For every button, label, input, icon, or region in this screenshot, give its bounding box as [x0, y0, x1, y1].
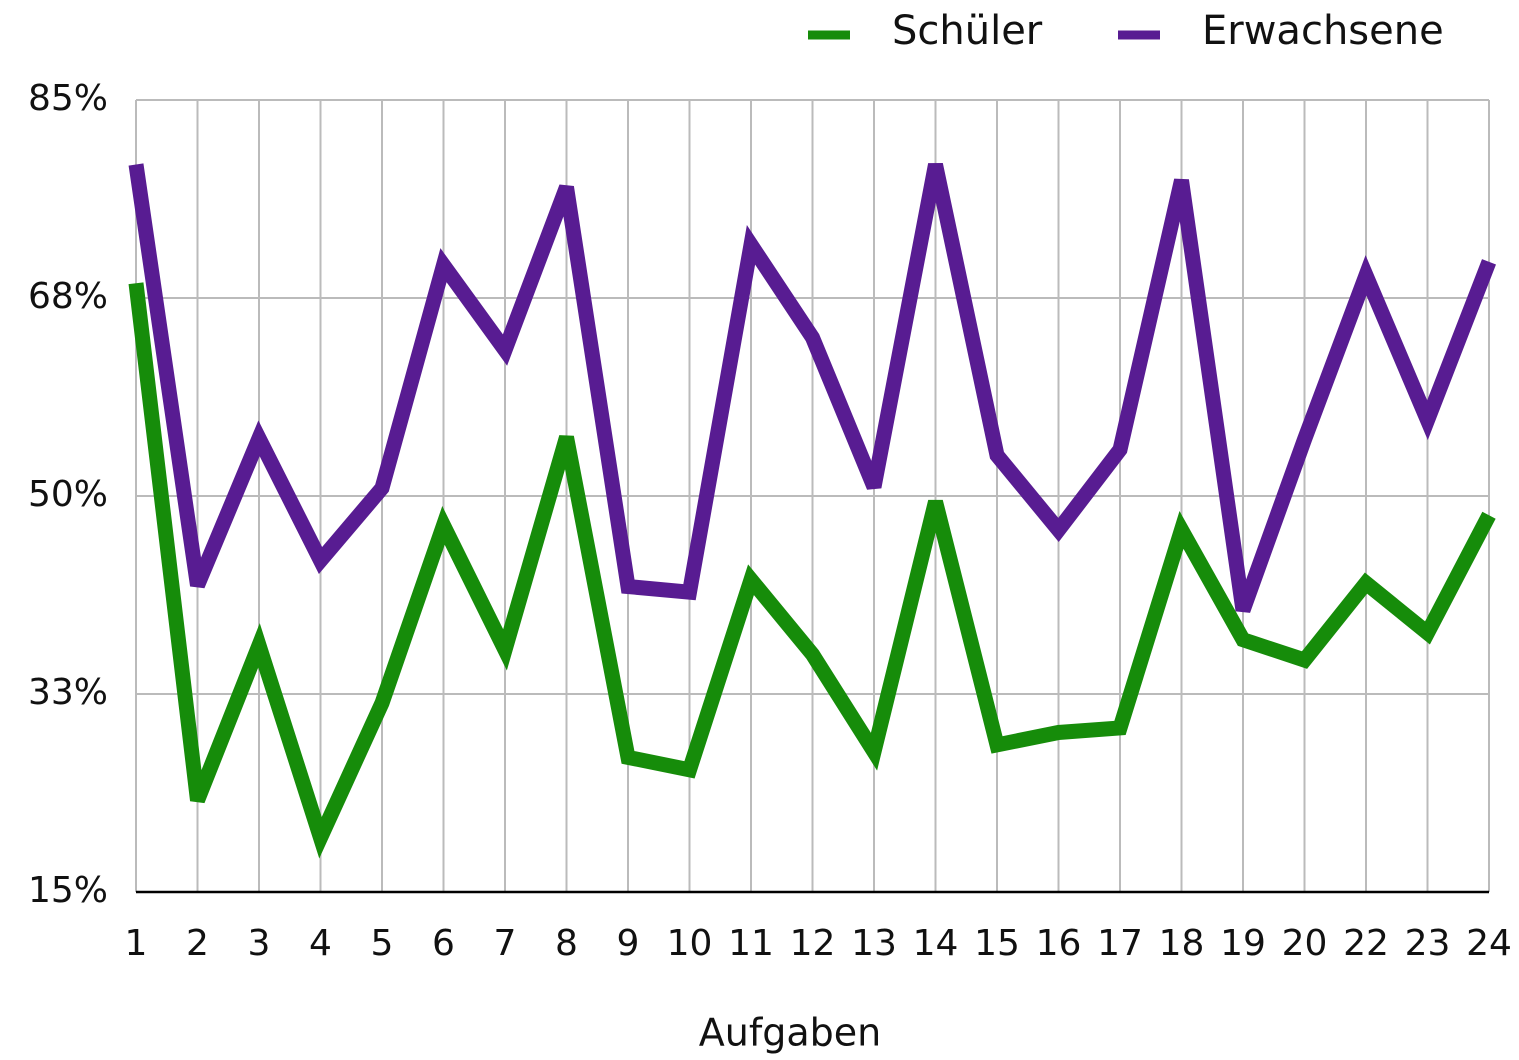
- x-tick-label: 6: [432, 923, 455, 964]
- x-tick-label: 2: [186, 923, 209, 964]
- x-tick-label: 13: [851, 923, 897, 964]
- x-tick-label: 20: [1282, 923, 1328, 964]
- y-tick-label: 68%: [28, 276, 108, 317]
- x-tick-label: 22: [1343, 923, 1389, 964]
- y-tick-label: 50%: [28, 474, 108, 515]
- x-tick-label: 19: [1220, 923, 1266, 964]
- y-tick-label: 33%: [28, 672, 108, 713]
- x-tick-label: 14: [913, 923, 959, 964]
- x-tick-label: 24: [1466, 923, 1512, 964]
- x-tick-label: 7: [494, 923, 517, 964]
- x-tick-label: 5: [371, 923, 394, 964]
- series-line: [128, 162, 1496, 613]
- x-tick-label: 11: [728, 923, 774, 964]
- x-tick-label: 8: [555, 923, 578, 964]
- y-tick-label: 85%: [28, 78, 108, 119]
- series-line: [128, 282, 1496, 859]
- x-tick-label: 10: [667, 923, 713, 964]
- x-tick-label: 18: [1159, 923, 1205, 964]
- x-tick-label: 12: [790, 923, 836, 964]
- x-tick-label: 4: [309, 923, 332, 964]
- x-tick-label: 1: [125, 923, 148, 964]
- x-tick-label: 17: [1097, 923, 1143, 964]
- x-axis-label: Aufgaben: [699, 1011, 881, 1055]
- legend-label: Schüler: [892, 8, 1043, 54]
- x-tick-label: 16: [1036, 923, 1082, 964]
- y-tick-label: 15%: [28, 870, 108, 911]
- x-tick-label: 15: [974, 923, 1020, 964]
- x-tick-label: 9: [617, 923, 640, 964]
- legend-label: Erwachsene: [1202, 8, 1444, 54]
- x-tick-label: 23: [1405, 923, 1451, 964]
- x-tick-label: 3: [248, 923, 271, 964]
